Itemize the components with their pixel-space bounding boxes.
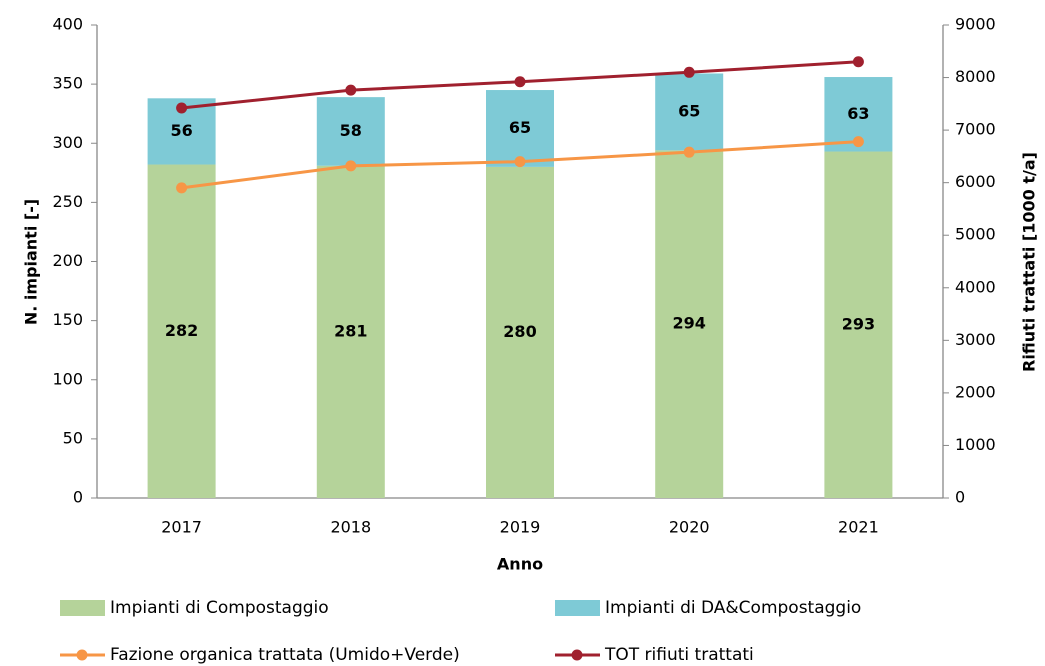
y-tick-label: 200 bbox=[52, 251, 83, 270]
data-label: 65 bbox=[509, 118, 531, 137]
marker bbox=[852, 56, 864, 68]
y2-tick-label: 0 bbox=[955, 488, 965, 507]
x-tick-label: 2017 bbox=[161, 518, 202, 537]
y2-tick-label: 8000 bbox=[955, 67, 996, 86]
marker bbox=[176, 102, 188, 114]
legend-label: Impianti di Compostaggio bbox=[110, 598, 329, 618]
x-tick-label: 2021 bbox=[838, 518, 879, 537]
y2-tick-label: 6000 bbox=[955, 172, 996, 191]
bar bbox=[486, 166, 554, 498]
legend-swatch bbox=[60, 600, 105, 616]
marker bbox=[345, 84, 357, 96]
x-tick-label: 2019 bbox=[500, 518, 541, 537]
y-tick-label: 150 bbox=[52, 310, 83, 329]
y-tick-label: 0 bbox=[73, 488, 83, 507]
marker bbox=[683, 146, 695, 158]
y-tick-label: 100 bbox=[52, 369, 83, 388]
bar bbox=[655, 150, 724, 498]
y2-tick-label: 7000 bbox=[955, 120, 996, 139]
y2-tick-label: 5000 bbox=[955, 225, 996, 244]
data-label: 282 bbox=[165, 321, 198, 340]
bar bbox=[147, 164, 216, 498]
y2-tick-label: 4000 bbox=[955, 277, 996, 296]
marker bbox=[514, 156, 526, 168]
legend-label: TOT rifiuti trattati bbox=[604, 645, 754, 665]
y2-tick-label: 3000 bbox=[955, 330, 996, 349]
bar bbox=[824, 151, 893, 498]
marker bbox=[176, 182, 188, 194]
x-tick-label: 2020 bbox=[669, 518, 710, 537]
y-tick-label: 350 bbox=[52, 74, 83, 93]
data-label: 293 bbox=[842, 314, 875, 333]
marker bbox=[852, 136, 864, 148]
marker bbox=[514, 76, 526, 88]
y2-tick-label: 2000 bbox=[955, 382, 996, 401]
data-label: 280 bbox=[503, 322, 536, 341]
y-tick-label: 300 bbox=[52, 133, 83, 152]
bar bbox=[486, 90, 554, 167]
marker bbox=[345, 160, 357, 172]
y-tick-label: 50 bbox=[63, 428, 83, 447]
y2-axis-title: Rifiuti trattati [1000 t/a] bbox=[1020, 152, 1039, 372]
legend-swatch bbox=[76, 649, 88, 661]
legend-label: Impianti di DA&Compostaggio bbox=[605, 598, 861, 618]
data-label: 294 bbox=[672, 314, 705, 333]
y-axis-title: N. impianti [-] bbox=[22, 199, 41, 325]
data-label: 58 bbox=[340, 121, 362, 140]
y2-tick-label: 1000 bbox=[955, 435, 996, 454]
data-label: 63 bbox=[847, 104, 869, 123]
bar bbox=[316, 97, 385, 166]
y-tick-label: 400 bbox=[52, 15, 83, 34]
y2-tick-label: 9000 bbox=[955, 15, 996, 34]
y-tick-label: 250 bbox=[52, 192, 83, 211]
bar bbox=[316, 165, 385, 498]
legend-label: Fazione organica trattata (Umido+Verde) bbox=[110, 645, 460, 665]
marker bbox=[683, 66, 695, 78]
data-label: 65 bbox=[678, 101, 700, 120]
legend-swatch bbox=[571, 649, 583, 661]
data-label: 281 bbox=[334, 321, 367, 340]
data-label: 56 bbox=[170, 121, 192, 140]
x-tick-label: 2018 bbox=[330, 518, 371, 537]
x-axis-title: Anno bbox=[497, 555, 543, 574]
bar bbox=[655, 73, 724, 151]
legend-swatch bbox=[555, 600, 600, 616]
